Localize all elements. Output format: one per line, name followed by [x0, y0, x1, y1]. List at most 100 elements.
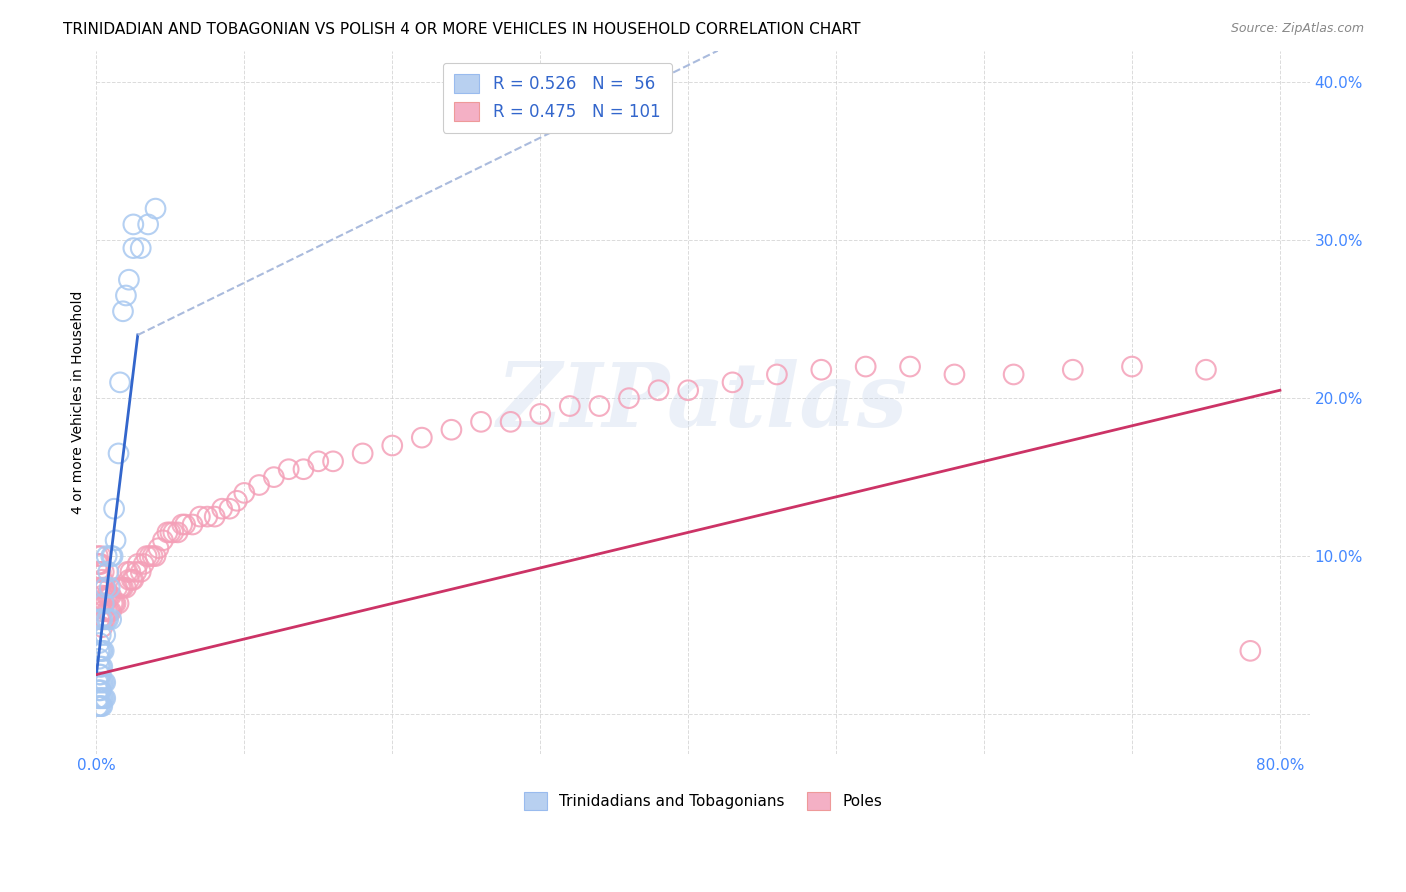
Point — [107, 597, 129, 611]
Point — [122, 218, 145, 232]
Point — [152, 533, 174, 548]
Point — [1239, 644, 1261, 658]
Point — [499, 415, 522, 429]
Point — [96, 549, 118, 563]
Point — [101, 597, 124, 611]
Point — [125, 565, 148, 579]
Point — [129, 241, 152, 255]
Point — [104, 533, 127, 548]
Point — [103, 501, 125, 516]
Point — [647, 384, 669, 398]
Point — [89, 691, 111, 706]
Point — [162, 525, 184, 540]
Point — [94, 581, 117, 595]
Point — [98, 589, 121, 603]
Point — [89, 644, 111, 658]
Point — [766, 368, 789, 382]
Point — [105, 581, 128, 595]
Point — [93, 565, 115, 579]
Point — [93, 597, 115, 611]
Point — [110, 581, 132, 595]
Point — [91, 620, 114, 634]
Point — [188, 509, 211, 524]
Point — [1062, 362, 1084, 376]
Point — [97, 565, 120, 579]
Point — [122, 241, 145, 255]
Point — [90, 691, 112, 706]
Point — [1121, 359, 1143, 374]
Point — [101, 549, 124, 563]
Point — [108, 581, 131, 595]
Text: TRINIDADIAN AND TOBAGONIAN VS POLISH 4 OR MORE VEHICLES IN HOUSEHOLD CORRELATION: TRINIDADIAN AND TOBAGONIAN VS POLISH 4 O… — [63, 22, 860, 37]
Point — [89, 675, 111, 690]
Point — [943, 368, 966, 382]
Point — [588, 399, 610, 413]
Point — [89, 565, 111, 579]
Point — [97, 589, 120, 603]
Point — [97, 612, 120, 626]
Point — [247, 478, 270, 492]
Point — [89, 636, 111, 650]
Point — [117, 565, 139, 579]
Point — [91, 589, 114, 603]
Text: ZIPatlas: ZIPatlas — [498, 359, 908, 445]
Point — [89, 683, 111, 698]
Point — [89, 597, 111, 611]
Point — [122, 573, 145, 587]
Point — [129, 565, 152, 579]
Point — [115, 288, 138, 302]
Point — [89, 667, 111, 681]
Point — [174, 517, 197, 532]
Point — [115, 581, 138, 595]
Text: Source: ZipAtlas.com: Source: ZipAtlas.com — [1230, 22, 1364, 36]
Point — [263, 470, 285, 484]
Point — [159, 525, 181, 540]
Point — [108, 376, 131, 390]
Point — [91, 699, 114, 714]
Point — [218, 501, 240, 516]
Point — [138, 549, 160, 563]
Point — [93, 675, 115, 690]
Point — [470, 415, 492, 429]
Point — [96, 604, 118, 618]
Point — [94, 675, 117, 690]
Point — [100, 589, 122, 603]
Point — [90, 644, 112, 658]
Point — [120, 565, 142, 579]
Point — [204, 509, 226, 524]
Point — [381, 438, 404, 452]
Point — [352, 446, 374, 460]
Point — [195, 509, 218, 524]
Point — [90, 565, 112, 579]
Point — [87, 675, 110, 690]
Point — [100, 549, 122, 563]
Point — [810, 362, 832, 376]
Point — [142, 549, 165, 563]
Point — [104, 597, 127, 611]
Point — [121, 573, 143, 587]
Point — [98, 604, 121, 618]
Point — [118, 273, 141, 287]
Point — [87, 557, 110, 571]
Point — [721, 376, 744, 390]
Point — [91, 659, 114, 673]
Point — [93, 691, 115, 706]
Point — [90, 597, 112, 611]
Point — [100, 604, 122, 618]
Point — [96, 589, 118, 603]
Point — [558, 399, 581, 413]
Point — [90, 667, 112, 681]
Point — [440, 423, 463, 437]
Point — [529, 407, 551, 421]
Point — [277, 462, 299, 476]
Point — [855, 359, 877, 374]
Point — [411, 431, 433, 445]
Point — [322, 454, 344, 468]
Point — [225, 493, 247, 508]
Point — [93, 581, 115, 595]
Point — [87, 565, 110, 579]
Point — [91, 573, 114, 587]
Point — [90, 699, 112, 714]
Point — [135, 549, 157, 563]
Y-axis label: 4 or more Vehicles in Household: 4 or more Vehicles in Household — [72, 291, 86, 514]
